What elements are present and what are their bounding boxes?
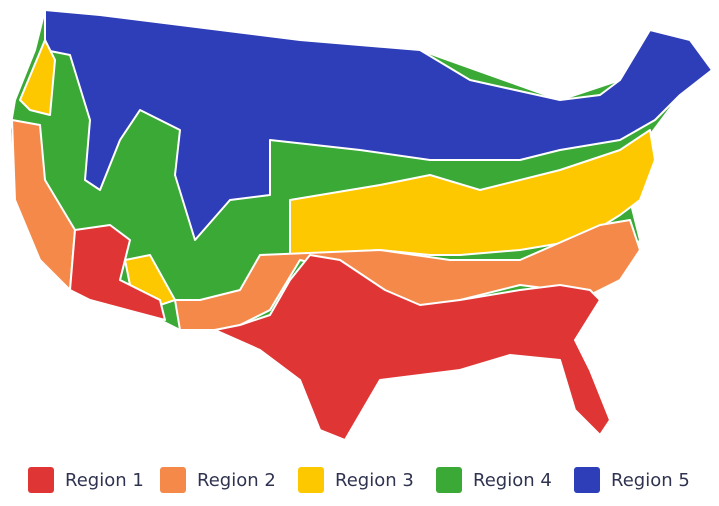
- region-1-area: [69, 224, 166, 321]
- region-1-area: [214, 254, 611, 441]
- legend-label: Region 1: [65, 470, 144, 491]
- legend-label: Region 2: [197, 470, 276, 491]
- legend: Region 1 Region 2 Region 3 Region 4 Region 5: [28, 467, 690, 493]
- region-3-area: [124, 254, 176, 306]
- legend-swatch: [436, 467, 462, 493]
- region-3-area: [19, 39, 56, 116]
- legend-swatch: [298, 467, 324, 493]
- legend-label: Region 3: [335, 470, 414, 491]
- legend-swatch: [574, 467, 600, 493]
- region-3-area: [289, 129, 656, 256]
- us-map: [9, 9, 713, 441]
- region-5-area: [44, 9, 713, 241]
- legend-label: Region 4: [473, 470, 552, 491]
- legend-swatch: [28, 467, 54, 493]
- legend-label: Region 5: [611, 470, 690, 491]
- legend-swatch: [160, 467, 186, 493]
